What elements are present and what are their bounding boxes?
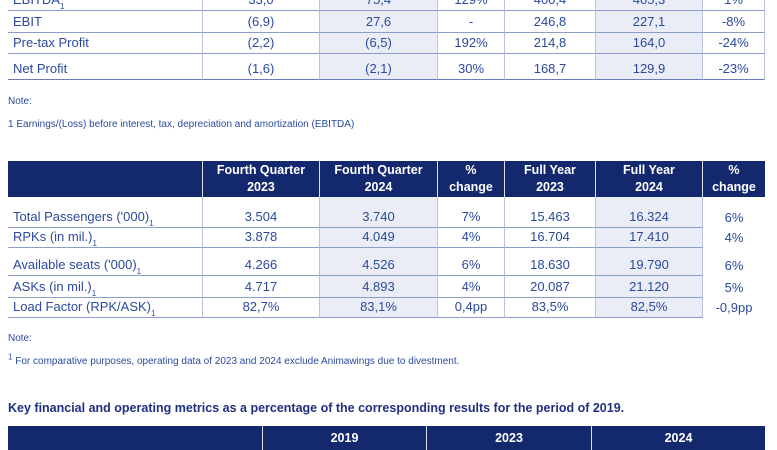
value-cell: 4% [438, 228, 505, 248]
table-header: Fourth Quarter 2023 Fourth Quarter 2024 … [8, 161, 765, 197]
value-cell: 83,5% [505, 298, 596, 318]
row-label: EBIT [8, 11, 203, 33]
value-cell: 19.790 [596, 248, 703, 276]
row-label: ASKs (in mil.) 1 [8, 276, 203, 298]
value-cell: (2,1) [320, 54, 438, 80]
value-cell: 4.266 [203, 248, 320, 276]
value-cell: -0,9pp [715, 300, 753, 315]
table-row-pretax-profit: Pre-tax Profit (2,2) (6,5) 192% 214,8 16… [8, 33, 765, 54]
value-cell: (1,6) [203, 54, 320, 80]
table-row-ebitda: EBITDA1 33,0 75,4 129% 400,4 405,3 1% [8, 0, 765, 11]
value-cell: 3.504 [203, 197, 320, 228]
header-cell-pct-change-fy: % change [712, 163, 756, 194]
table-row-net-profit: Net Profit (1,6) (2,1) 30% 168,7 129,9 -… [8, 54, 765, 80]
row-label: Load Factor (RPK/ASK) 1 [8, 298, 203, 318]
financial-report-page: { "colors": { "header_bg": "#14286E", "b… [8, 0, 765, 450]
header-cell-pct-change-q: % change [438, 161, 505, 197]
value-cell: 17.410 [596, 228, 703, 248]
value-cell: 30% [438, 54, 505, 80]
row-label: Total Passengers ('000) 1 [8, 197, 203, 228]
row-label: RPKs (in mil.) 1 [8, 228, 203, 248]
table-row-load-factor: Load Factor (RPK/ASK) 1 82,7% 83,1% 0,4p… [8, 298, 765, 318]
value-cell: - [438, 11, 505, 33]
value-cell: -24% [703, 33, 765, 54]
row-label: Pre-tax Profit [8, 33, 203, 54]
section-heading: Key financial and operating metrics as a… [8, 401, 625, 415]
value-cell: 5% [724, 280, 744, 295]
value-cell: (6,9) [203, 11, 320, 33]
year-header-cell-2024: 2024 [664, 430, 693, 445]
value-cell: 16.324 [596, 197, 703, 228]
value-cell: 227,1 [596, 11, 703, 33]
value-cell: 129,9 [596, 54, 703, 80]
note-label: Note: [8, 96, 32, 107]
row-label: Available seats ('000) 1 [8, 248, 203, 276]
percentage-table-header: 2019 2023 2024 [8, 426, 765, 450]
value-cell: (6,5) [320, 33, 438, 54]
value-cell: 21.120 [596, 276, 703, 298]
value-cell: 6% [438, 248, 505, 276]
value-cell: 4.717 [203, 276, 320, 298]
value-cell: 27,6 [320, 11, 438, 33]
header-cell-fy-2023: Full Year 2023 [505, 161, 596, 197]
value-cell: 400,4 [505, 0, 596, 11]
value-cell: 3.740 [320, 197, 438, 228]
header-cell-empty [8, 161, 203, 197]
value-cell: (2,2) [203, 33, 320, 54]
value-cell: 192% [438, 33, 505, 54]
value-cell: 168,7 [505, 54, 596, 80]
year-header-cell-2023: 2023 [427, 426, 592, 450]
value-cell: 33,0 [203, 0, 320, 11]
value-cell: 3.878 [203, 228, 320, 248]
value-cell: 18.630 [505, 248, 596, 276]
value-cell: -23% [703, 54, 765, 80]
operating-metrics-table: Fourth Quarter 2023 Fourth Quarter 2024 … [8, 161, 765, 318]
value-cell: 4.893 [320, 276, 438, 298]
value-cell: 214,8 [505, 33, 596, 54]
value-cell: 405,3 [596, 0, 703, 11]
value-cell: 83,1% [320, 298, 438, 318]
value-cell: 1% [703, 0, 765, 11]
table-row-ebit: EBIT (6,9) 27,6 - 246,8 227,1 -8% [8, 11, 765, 33]
footnote-text: 1 For comparative purposes, operating da… [8, 352, 460, 367]
table-row-asks: ASKs (in mil.) 1 4.717 4.893 4% 20.087 2… [8, 276, 765, 298]
header-cell-fy-2024: Full Year 2024 [596, 161, 703, 197]
header-cell-q4-2024: Fourth Quarter 2024 [320, 161, 438, 197]
year-header-cell-2019: 2019 [263, 426, 427, 450]
table-row-total-passengers: Total Passengers ('000) 1 3.504 3.740 7% … [8, 197, 765, 228]
row-label: Net Profit [8, 54, 203, 80]
value-cell: 0,4pp [438, 298, 505, 318]
value-cell: 4.526 [320, 248, 438, 276]
table-row-rpks: RPKs (in mil.) 1 3.878 4.049 4% 16.704 1… [8, 228, 765, 248]
value-cell: 20.087 [505, 276, 596, 298]
value-cell: 6% [724, 210, 744, 225]
note-label: Note: [8, 333, 32, 344]
value-cell: 4.049 [320, 228, 438, 248]
footnote-text: 1 Earnings/(Loss) before interest, tax, … [8, 119, 355, 130]
value-cell: 16.704 [505, 228, 596, 248]
value-cell: 4% [724, 230, 744, 245]
row-label: EBITDA1 [8, 0, 203, 11]
value-cell: -8% [703, 11, 765, 33]
value-cell: 82,7% [203, 298, 320, 318]
value-cell: 4% [438, 276, 505, 298]
value-cell: 164,0 [596, 33, 703, 54]
table-row-available-seats: Available seats ('000) 1 4.266 4.526 6% … [8, 248, 765, 276]
header-cell-empty [8, 426, 263, 450]
value-cell: 82,5% [596, 298, 703, 318]
value-cell: 15.463 [505, 197, 596, 228]
financial-results-table: EBITDA1 33,0 75,4 129% 400,4 405,3 1% EB… [8, 0, 765, 80]
value-cell: 129% [438, 0, 505, 11]
value-cell: 7% [438, 197, 505, 228]
value-cell: 246,8 [505, 11, 596, 33]
value-cell: 6% [724, 258, 744, 273]
header-cell-q4-2023: Fourth Quarter 2023 [203, 161, 320, 197]
value-cell: 75,4 [320, 0, 438, 11]
